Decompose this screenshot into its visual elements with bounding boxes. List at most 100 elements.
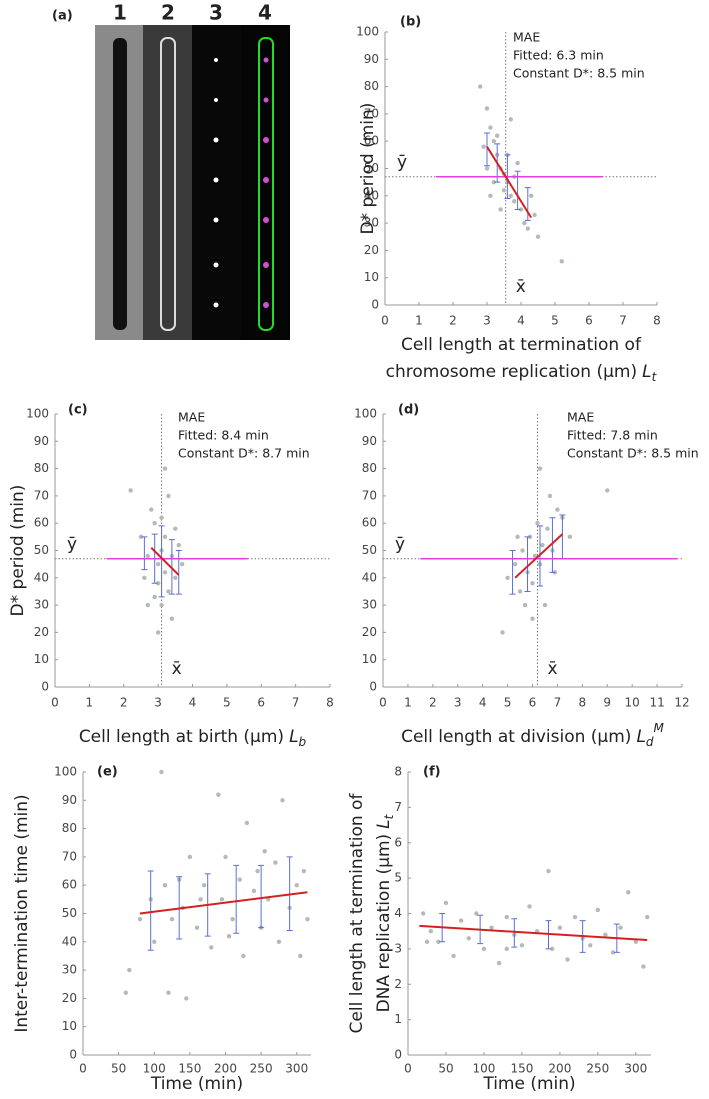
point	[166, 493, 171, 499]
label-text: Cell length at termination of	[401, 335, 642, 355]
point	[155, 581, 161, 586]
point	[489, 925, 494, 930]
error-bar	[524, 536, 531, 592]
error-bar-line	[258, 864, 265, 929]
y-tick-label: 100	[354, 407, 377, 421]
point	[542, 602, 548, 608]
point	[557, 925, 563, 930]
point	[547, 493, 553, 499]
error-bar	[147, 870, 154, 951]
point	[223, 854, 228, 860]
point	[618, 925, 623, 930]
x-tick-label: 8	[579, 696, 587, 710]
label-symbol: L	[289, 727, 298, 747]
point	[491, 139, 496, 144]
mean-x-label: x̄	[547, 659, 557, 679]
x-tick-label: 7	[619, 314, 627, 328]
x-tick-label: 1	[404, 696, 412, 710]
error-bar-line	[233, 864, 240, 934]
point	[152, 594, 157, 600]
y-tick-label: 80	[364, 79, 379, 93]
point	[515, 160, 520, 166]
x-tick-label: 0	[404, 1062, 412, 1076]
point	[166, 589, 171, 594]
y-tick-label: 60	[364, 134, 379, 148]
point	[488, 125, 493, 130]
point	[128, 488, 133, 493]
x-tick-label: 3	[454, 696, 462, 710]
panel: 0 50 100 150 200 250 300 0 10 20 30 40 50 60 70 80 90 100…	[12, 765, 311, 1094]
y-tick-label: 20	[34, 625, 49, 639]
x-tick-label: 3	[483, 314, 491, 328]
error-bar-line	[141, 536, 148, 571]
column-label: 3	[209, 1, 223, 25]
error-bar-line	[147, 870, 154, 951]
x-tick-label: 100	[472, 1062, 495, 1076]
x-tick-label: 0	[379, 696, 387, 710]
point	[522, 602, 528, 608]
point	[251, 888, 257, 894]
x-tick-label: 5	[551, 314, 559, 328]
point	[508, 117, 513, 122]
x-tick-label: 5	[504, 696, 512, 710]
point	[142, 575, 147, 580]
point	[550, 946, 555, 952]
label-text: Time (min)	[482, 1074, 575, 1094]
x-tick-label: 11	[649, 696, 664, 710]
fit-line	[486, 146, 533, 219]
y-tick-label: 60	[362, 516, 377, 530]
x-tick-label: 200	[214, 1062, 237, 1076]
point	[169, 616, 175, 621]
x-tick-label: 7	[554, 696, 562, 710]
x-tick-label: 8	[653, 314, 661, 328]
point	[605, 488, 610, 493]
y-tick-label: 3	[394, 941, 402, 955]
error-bar-line	[158, 525, 165, 598]
annotation: MAE	[567, 410, 594, 425]
x-tick-label: 1	[86, 696, 94, 710]
point	[226, 933, 232, 939]
label-text: Inter-termination time (min)	[12, 794, 32, 1032]
point	[535, 234, 541, 239]
y-tick-label: 40	[34, 570, 49, 584]
y-tick-label: 10	[34, 652, 49, 666]
x-tick-label: 4	[189, 696, 197, 710]
point	[123, 990, 128, 995]
point	[127, 967, 132, 973]
x-axis-label: Cell length at birth (µm) Lb	[79, 727, 307, 749]
point	[179, 561, 185, 567]
point	[201, 883, 207, 888]
label-text: D* period (min)	[8, 485, 28, 617]
point	[484, 166, 490, 171]
x-tick-label: 250	[250, 1062, 273, 1076]
point	[173, 575, 178, 580]
x-tick-label: 300	[285, 1062, 308, 1076]
y-tick-label: 20	[62, 991, 77, 1005]
y-tick-label: 100	[54, 765, 77, 779]
mean-x-label: x̄	[172, 659, 182, 679]
point	[567, 534, 573, 540]
annotation: MAE	[178, 410, 205, 425]
label-text: DNA replication (µm)	[374, 834, 394, 1013]
point	[152, 939, 157, 944]
point	[595, 907, 601, 913]
point	[424, 939, 430, 944]
point	[294, 883, 299, 888]
point	[504, 946, 509, 952]
label-text: chromosome replication (µm)	[386, 362, 637, 382]
error-bar	[158, 525, 165, 598]
point	[565, 957, 570, 962]
y-tick-label: 30	[62, 963, 77, 977]
point	[162, 466, 168, 471]
strip-foci	[192, 25, 241, 340]
point	[532, 212, 537, 218]
y-tick-label: 10	[62, 1019, 77, 1033]
label-text: D* period (min)	[358, 103, 378, 235]
point	[176, 542, 181, 548]
x-tick-label: 0	[381, 314, 389, 328]
point	[466, 936, 471, 941]
label-symbol: L	[374, 819, 394, 828]
point	[520, 548, 525, 553]
point	[237, 877, 242, 882]
x-tick-label: 9	[603, 696, 611, 710]
